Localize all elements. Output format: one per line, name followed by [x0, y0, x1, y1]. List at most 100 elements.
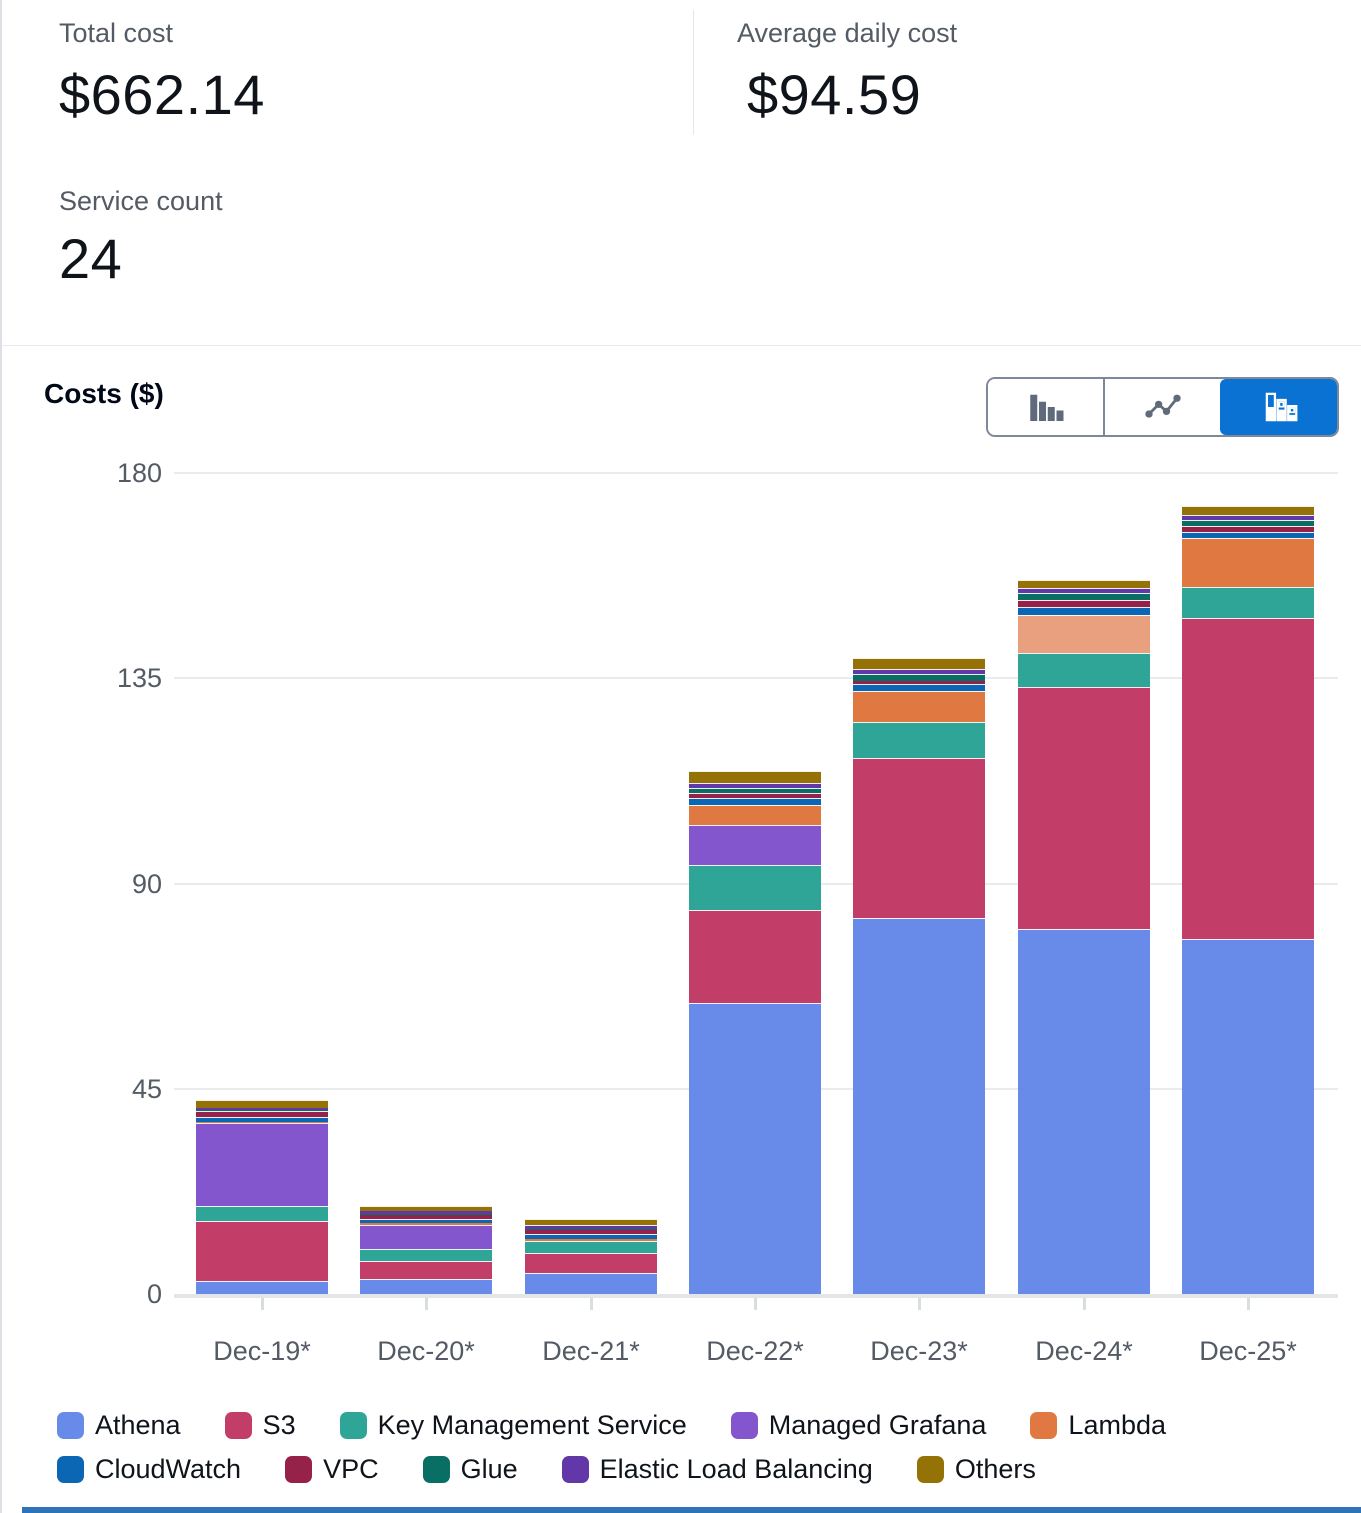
bar-segment-Dec-21-athena[interactable] [525, 1273, 657, 1294]
bar-segment-Dec-23-key-management-service[interactable] [853, 722, 985, 758]
bar-segment-Dec-25-cloudwatch[interactable] [1182, 532, 1314, 539]
bar-segment-Dec-25-key-management-service[interactable] [1182, 587, 1314, 619]
bar-segment-Dec-25-elastic-load-balancing[interactable] [1182, 515, 1314, 520]
legend-item-elastic-load-balancing[interactable]: Elastic Load Balancing [561, 1454, 873, 1485]
bar-segment-Dec-24-vpc[interactable] [1018, 600, 1150, 608]
bar-segment-Dec-20-managed-grafana[interactable] [360, 1224, 492, 1249]
bar-segment-Dec-19-cloudwatch[interactable] [196, 1116, 328, 1122]
service-count-value: 24 [59, 227, 123, 290]
legend-item-managed-grafana[interactable]: Managed Grafana [730, 1410, 986, 1441]
bar-segment-Dec-25-others[interactable] [1182, 506, 1314, 516]
bar-segment-Dec-21-cloudwatch[interactable] [525, 1234, 657, 1240]
bar-segment-Dec-21-key-management-service[interactable] [525, 1241, 657, 1253]
legend-item-vpc[interactable]: VPC [285, 1454, 379, 1485]
bar-segment-Dec-19-key-management-service[interactable] [196, 1206, 328, 1222]
legend-item-lambda[interactable]: Lambda [1030, 1410, 1166, 1441]
bar-segment-Dec-21-lambda[interactable] [525, 1239, 657, 1242]
bar-segment-Dec-22-cloudwatch[interactable] [689, 798, 821, 806]
bar-segment-Dec-23-lambda[interactable] [853, 690, 985, 723]
bar-segment-Dec-22-athena[interactable] [689, 1003, 821, 1294]
bar-segment-Dec-22-lambda[interactable] [689, 805, 821, 826]
bar-segment-Dec-25-s3[interactable] [1182, 618, 1314, 939]
bar-segment-Dec-24-lambda[interactable] [1018, 615, 1150, 654]
y-axis-label-180: 180 [116, 458, 162, 488]
bar-segment-Dec-21-others[interactable] [525, 1218, 657, 1225]
bar-segment-Dec-21-s3[interactable] [525, 1252, 657, 1273]
legend-item-glue[interactable]: Glue [422, 1454, 518, 1485]
bar-segment-Dec-25-glue[interactable] [1182, 519, 1314, 527]
gridline-0 [174, 1294, 1338, 1298]
bar-segment-Dec-19-elastic-load-balancing[interactable] [196, 1107, 328, 1111]
legend-item-athena[interactable]: Athena [57, 1410, 181, 1441]
bar-segment-Dec-23-elastic-load-balancing[interactable] [853, 668, 985, 674]
total-cost-value: $662.14 [59, 63, 265, 126]
section-divider [2, 345, 1361, 346]
bar-segment-Dec-24-s3[interactable] [1018, 687, 1150, 929]
bar-segment-Dec-25-athena[interactable] [1182, 938, 1314, 1294]
horizontal-scrollbar[interactable] [22, 1507, 1361, 1513]
bar-segment-Dec-24-others[interactable] [1018, 580, 1150, 589]
bar-segment-Dec-19-lambda[interactable] [196, 1121, 328, 1124]
bar-segment-Dec-24-athena[interactable] [1018, 928, 1150, 1294]
bar-segment-Dec-22-managed-grafana[interactable] [689, 825, 821, 866]
bar-segment-Dec-23-athena[interactable] [853, 917, 985, 1294]
legend-item-s3[interactable]: S3 [224, 1410, 296, 1441]
bar-segment-Dec-19-athena[interactable] [196, 1280, 328, 1294]
legend-item-key-management-service[interactable]: Key Management Service [339, 1409, 687, 1441]
gridline-180 [174, 472, 1338, 474]
bar-segment-Dec-23-vpc[interactable] [853, 680, 985, 684]
bar-segment-Dec-22-s3[interactable] [689, 910, 821, 1004]
x-axis-label-Dec-25: Dec-25* [1199, 1336, 1297, 1366]
bar-segment-Dec-22-key-management-service[interactable] [689, 865, 821, 911]
bar-segment-Dec-19-others[interactable] [196, 1099, 328, 1108]
bar-segment-Dec-20-s3[interactable] [360, 1260, 492, 1279]
bar-segment-Dec-25-lambda[interactable] [1182, 538, 1314, 588]
bar-segment-Dec-21-vpc[interactable] [525, 1229, 657, 1235]
legend-label: Athena [95, 1409, 181, 1440]
bar-segment-Dec-22-vpc[interactable] [689, 793, 821, 799]
bar-segment-Dec-20-elastic-load-balancing[interactable] [360, 1211, 492, 1214]
bar-segment-Dec-22-others[interactable] [689, 771, 821, 784]
bar-segment-Dec-20-lambda[interactable] [360, 1223, 492, 1225]
bar-segment-Dec-24-cloudwatch[interactable] [1018, 607, 1150, 616]
bar-segment-Dec-25-vpc[interactable] [1182, 526, 1314, 533]
bar-segment-Dec-22-elastic-load-balancing[interactable] [689, 783, 821, 789]
legend-item-others[interactable]: Others [916, 1453, 1036, 1485]
x-axis-label-Dec-20: Dec-20* [377, 1336, 475, 1366]
line-chart-button[interactable] [1103, 379, 1220, 435]
bar-segment-Dec-24-elastic-load-balancing[interactable] [1018, 588, 1150, 594]
bar-segment-Dec-24-key-management-service[interactable] [1018, 653, 1150, 688]
legend-label: Others [954, 1453, 1036, 1484]
bar-segment-Dec-19-vpc[interactable] [196, 1110, 328, 1117]
legend-swatch-icon [730, 1411, 758, 1439]
bar-segment-Dec-20-athena[interactable] [360, 1278, 492, 1294]
grouped-bar-chart-icon [1029, 394, 1063, 421]
x-tick-Dec-20 [424, 1298, 428, 1310]
bar-segment-Dec-19-managed-grafana[interactable] [196, 1123, 328, 1207]
legend-label: Key Management Service [377, 1409, 687, 1440]
bar-chart-button[interactable] [988, 379, 1103, 435]
legend-swatch-icon [422, 1455, 450, 1483]
bar-segment-Dec-20-others[interactable] [360, 1205, 492, 1212]
bar-segment-Dec-23-glue[interactable] [853, 673, 985, 681]
total-cost-label: Total cost [59, 18, 174, 48]
stacked-bar-chart-button[interactable] [1220, 379, 1337, 435]
bar-segment-Dec-23-others[interactable] [853, 657, 985, 669]
bar-segment-Dec-20-cloudwatch[interactable] [360, 1219, 492, 1224]
x-axis-label-Dec-24: Dec-24* [1035, 1336, 1133, 1366]
bar-segment-Dec-24-glue[interactable] [1018, 593, 1150, 601]
bar-segment-Dec-21-elastic-load-balancing[interactable] [525, 1224, 657, 1229]
bar-segment-Dec-20-key-management-service[interactable] [360, 1248, 492, 1261]
bar-segment-Dec-23-s3[interactable] [853, 757, 985, 918]
chart-legend-row-2: CloudWatch VPC Glue Elastic Load Balancing O… [57, 1452, 1036, 1486]
legend-label: Lambda [1068, 1409, 1166, 1440]
bar-segment-Dec-22-glue[interactable] [689, 788, 821, 794]
x-tick-Dec-19 [260, 1298, 264, 1310]
bar-segment-Dec-23-cloudwatch[interactable] [853, 683, 985, 691]
bar-segment-Dec-20-vpc[interactable] [360, 1214, 492, 1220]
x-axis-label-Dec-19: Dec-19* [213, 1336, 311, 1366]
x-tick-Dec-23 [917, 1298, 921, 1310]
bar-segment-Dec-19-s3[interactable] [196, 1221, 328, 1281]
legend-item-cloudwatch[interactable]: CloudWatch [57, 1454, 241, 1485]
